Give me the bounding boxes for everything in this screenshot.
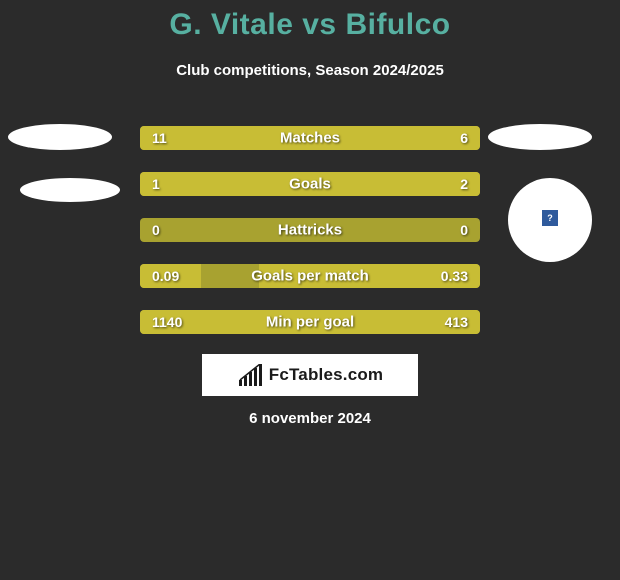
stat-value-right: 2 <box>460 176 468 192</box>
stat-label: Hattricks <box>278 222 342 239</box>
stat-row: 1140 413 Min per goal <box>140 310 480 334</box>
stat-label: Goals per match <box>251 268 369 285</box>
stat-value-left: 0 <box>152 222 160 238</box>
title-player-right: Bifulco <box>345 8 450 41</box>
svg-text:?: ? <box>547 213 553 223</box>
title-player-left: G. Vitale <box>169 8 293 41</box>
team-badge: ? <box>542 210 558 226</box>
stat-value-left: 1 <box>152 176 160 192</box>
stat-bar-right <box>242 172 480 196</box>
stat-value-left: 11 <box>152 130 167 146</box>
avatar-right-ellipse <box>488 124 592 150</box>
stat-row: 1 2 Goals <box>140 172 480 196</box>
stat-value-left: 0.09 <box>152 268 179 284</box>
stat-label: Min per goal <box>266 314 354 331</box>
stat-value-right: 0.33 <box>441 268 468 284</box>
title-vs: vs <box>293 8 345 41</box>
brand-text: FcTables.com <box>269 365 384 385</box>
brand-box: FcTables.com <box>202 354 418 396</box>
stat-value-right: 0 <box>460 222 468 238</box>
page-title: G. Vitale vs Bifulco <box>0 8 620 42</box>
stat-row: 0.09 0.33 Goals per match <box>140 264 480 288</box>
stat-value-right: 413 <box>445 314 468 330</box>
stat-value-left: 1140 <box>152 314 182 330</box>
stat-row: 0 0 Hattricks <box>140 218 480 242</box>
stat-label: Matches <box>280 130 340 147</box>
bar-chart-icon <box>237 364 263 386</box>
subtitle: Club competitions, Season 2024/2025 <box>0 62 620 79</box>
stat-label: Goals <box>289 176 331 193</box>
avatar-left-shape-0 <box>8 124 112 150</box>
stat-value-right: 6 <box>460 130 468 146</box>
stat-row: 11 6 Matches <box>140 126 480 150</box>
avatar-left-shape-1 <box>20 178 120 202</box>
date-text: 6 november 2024 <box>0 410 620 427</box>
question-icon: ? <box>545 213 555 223</box>
